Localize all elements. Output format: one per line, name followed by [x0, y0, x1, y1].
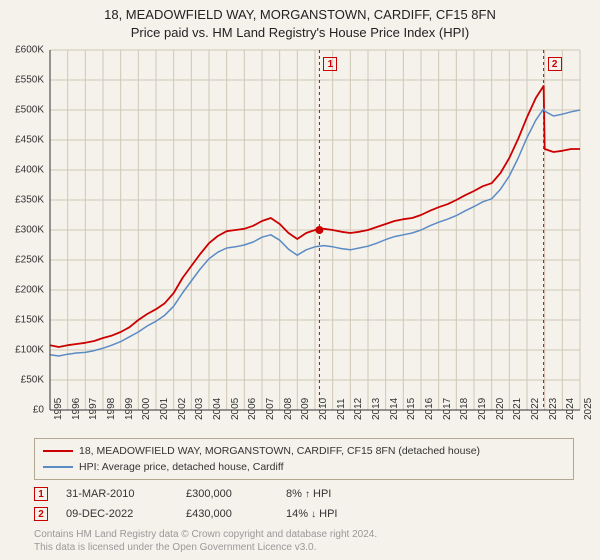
footer-line-1: Contains HM Land Registry data © Crown c… — [34, 528, 574, 541]
plot-area: £0£50K£100K£150K£200K£250K£300K£350K£400… — [50, 50, 580, 410]
y-tick-label: £0 — [33, 405, 44, 416]
datapoint-row: 1 31-MAR-2010 £300,000 8% ↑ HPI — [34, 484, 574, 504]
datapoint-price: £300,000 — [186, 488, 286, 500]
datapoint-price: £430,000 — [186, 508, 286, 520]
x-tick-label: 2014 — [389, 398, 400, 420]
legend: 18, MEADOWFIELD WAY, MORGANSTOWN, CARDIF… — [34, 438, 574, 480]
x-tick-label: 2006 — [247, 398, 258, 420]
datapoint-marker: 2 — [34, 507, 48, 521]
plot-svg — [50, 50, 580, 410]
x-tick-label: 2022 — [530, 398, 541, 420]
datapoint-table: 1 31-MAR-2010 £300,000 8% ↑ HPI 2 09-DEC… — [34, 484, 574, 524]
title-line-1: 18, MEADOWFIELD WAY, MORGANSTOWN, CARDIF… — [0, 6, 600, 24]
x-tick-label: 1995 — [53, 398, 64, 420]
x-tick-label: 2024 — [565, 398, 576, 420]
x-tick-label: 2021 — [512, 398, 523, 420]
x-tick-label: 2019 — [477, 398, 488, 420]
datapoint-date: 09-DEC-2022 — [66, 508, 186, 520]
legend-swatch — [43, 466, 73, 468]
x-tick-label: 2005 — [230, 398, 241, 420]
chart-title: 18, MEADOWFIELD WAY, MORGANSTOWN, CARDIF… — [0, 0, 600, 41]
y-tick-label: £300K — [15, 225, 44, 236]
datapoint-pct: 8% ↑ HPI — [286, 488, 406, 500]
datapoint-marker: 1 — [34, 487, 48, 501]
x-tick-label: 2020 — [495, 398, 506, 420]
x-tick-label: 2011 — [336, 398, 347, 420]
title-line-2: Price paid vs. HM Land Registry's House … — [0, 24, 600, 42]
y-tick-label: £50K — [21, 375, 44, 386]
datapoint-row: 2 09-DEC-2022 £430,000 14% ↓ HPI — [34, 504, 574, 524]
datapoint-pct: 14% ↓ HPI — [286, 508, 406, 520]
x-tick-label: 2025 — [583, 398, 594, 420]
x-tick-label: 1997 — [88, 398, 99, 420]
y-tick-label: £450K — [15, 135, 44, 146]
chart-container: 18, MEADOWFIELD WAY, MORGANSTOWN, CARDIF… — [0, 0, 600, 560]
x-tick-label: 2016 — [424, 398, 435, 420]
x-tick-label: 2008 — [283, 398, 294, 420]
x-tick-label: 2013 — [371, 398, 382, 420]
legend-label: 18, MEADOWFIELD WAY, MORGANSTOWN, CARDIF… — [79, 445, 480, 457]
x-tick-label: 2004 — [212, 398, 223, 420]
x-tick-label: 2003 — [194, 398, 205, 420]
x-tick-label: 2023 — [548, 398, 559, 420]
x-tick-label: 2018 — [459, 398, 470, 420]
up-arrow-icon: ↑ — [305, 489, 310, 500]
y-tick-label: £350K — [15, 195, 44, 206]
y-tick-label: £100K — [15, 345, 44, 356]
x-tick-label: 2000 — [141, 398, 152, 420]
y-tick-label: £150K — [15, 315, 44, 326]
x-tick-label: 2010 — [318, 398, 329, 420]
event-marker-box: 2 — [548, 57, 562, 71]
y-tick-label: £500K — [15, 105, 44, 116]
x-tick-label: 1999 — [124, 398, 135, 420]
y-tick-label: £250K — [15, 255, 44, 266]
datapoint-date: 31-MAR-2010 — [66, 488, 186, 500]
x-tick-label: 2009 — [300, 398, 311, 420]
legend-swatch — [43, 450, 73, 452]
x-tick-label: 1996 — [71, 398, 82, 420]
x-tick-label: 2012 — [353, 398, 364, 420]
legend-item: 18, MEADOWFIELD WAY, MORGANSTOWN, CARDIF… — [43, 443, 565, 459]
down-arrow-icon: ↓ — [311, 509, 316, 520]
footer-attribution: Contains HM Land Registry data © Crown c… — [34, 528, 574, 554]
y-tick-label: £550K — [15, 75, 44, 86]
y-tick-label: £400K — [15, 165, 44, 176]
legend-item: HPI: Average price, detached house, Card… — [43, 459, 565, 475]
x-tick-label: 2017 — [442, 398, 453, 420]
footer-line-2: This data is licensed under the Open Gov… — [34, 541, 574, 554]
x-tick-label: 2015 — [406, 398, 417, 420]
x-tick-label: 2001 — [159, 398, 170, 420]
x-tick-label: 2002 — [177, 398, 188, 420]
x-tick-label: 2007 — [265, 398, 276, 420]
y-tick-label: £600K — [15, 45, 44, 56]
legend-label: HPI: Average price, detached house, Card… — [79, 461, 284, 473]
event-marker-box: 1 — [323, 57, 337, 71]
x-tick-label: 1998 — [106, 398, 117, 420]
y-tick-label: £200K — [15, 285, 44, 296]
